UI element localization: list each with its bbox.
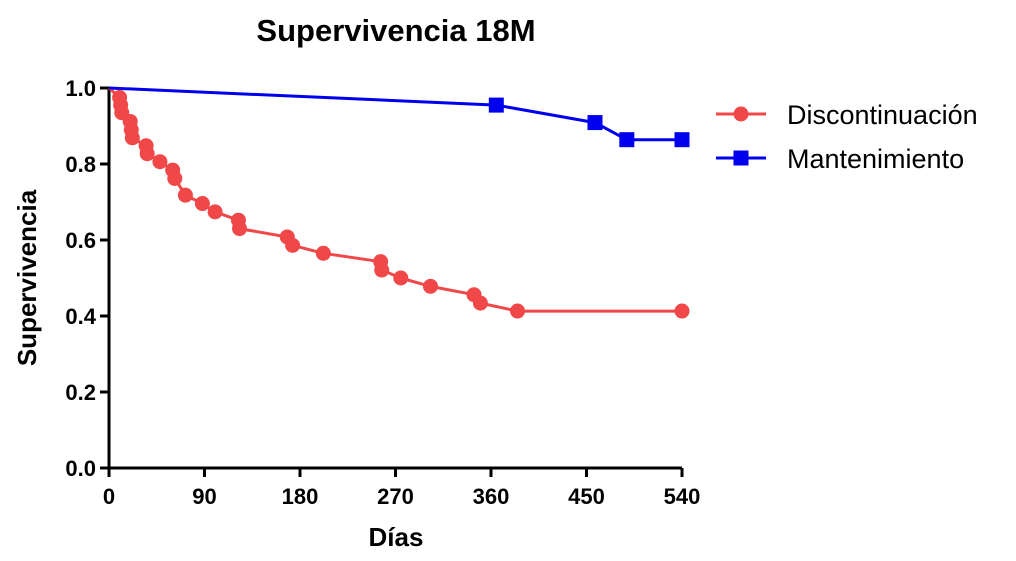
legend: Discontinuación Mantenimiento (716, 100, 978, 174)
legend-item-2: Mantenimiento (716, 144, 964, 174)
data-point (510, 303, 526, 319)
axes: 0.0 0.2 0.4 0.6 0.8 1.0 0 90 180 270 360 450 540 (65, 76, 700, 509)
x-axis-label: Días (369, 522, 424, 552)
data-point (194, 196, 210, 212)
x-tick-label: 270 (377, 484, 414, 509)
data-point (472, 295, 488, 311)
y-tick-label: 0.4 (65, 304, 96, 329)
x-tick-label: 0 (103, 484, 115, 509)
series-2 (108, 86, 690, 148)
y-tick-label: 0.8 (65, 152, 96, 177)
data-point (674, 132, 690, 148)
series-1 (107, 86, 690, 319)
data-point (285, 237, 301, 253)
data-point (423, 278, 439, 294)
x-tick-label: 540 (664, 484, 701, 509)
x-tick-label: 90 (192, 484, 216, 509)
x-tick-label: 450 (568, 484, 605, 509)
data-point (152, 154, 168, 170)
legend-marker (733, 150, 749, 166)
y-tick-label: 0.0 (65, 456, 96, 481)
y-tick-label: 0.6 (65, 228, 96, 253)
series-layer (107, 86, 690, 319)
legend-item-1: Discontinuación (716, 100, 978, 130)
y-tick-label: 1.0 (65, 76, 96, 101)
x-tick-label: 180 (282, 484, 319, 509)
data-point (139, 146, 155, 162)
data-point (488, 97, 504, 113)
data-point (207, 204, 223, 220)
y-tick-label: 0.2 (65, 380, 96, 405)
data-point (177, 187, 193, 203)
data-point (232, 221, 248, 237)
data-point (619, 132, 635, 148)
data-point (315, 245, 331, 261)
data-point (674, 303, 690, 319)
x-tick-label: 360 (473, 484, 510, 509)
chart-title: Supervivencia 18M (256, 13, 535, 48)
data-point (167, 170, 183, 186)
y-axis-label: Supervivencia (12, 189, 42, 366)
data-point (393, 270, 409, 286)
legend-label: Mantenimiento (787, 144, 964, 174)
data-point (587, 115, 603, 131)
series-line (108, 86, 682, 142)
data-point (374, 262, 390, 278)
legend-label: Discontinuación (787, 100, 978, 130)
data-point (124, 130, 140, 146)
legend-marker (733, 106, 749, 122)
